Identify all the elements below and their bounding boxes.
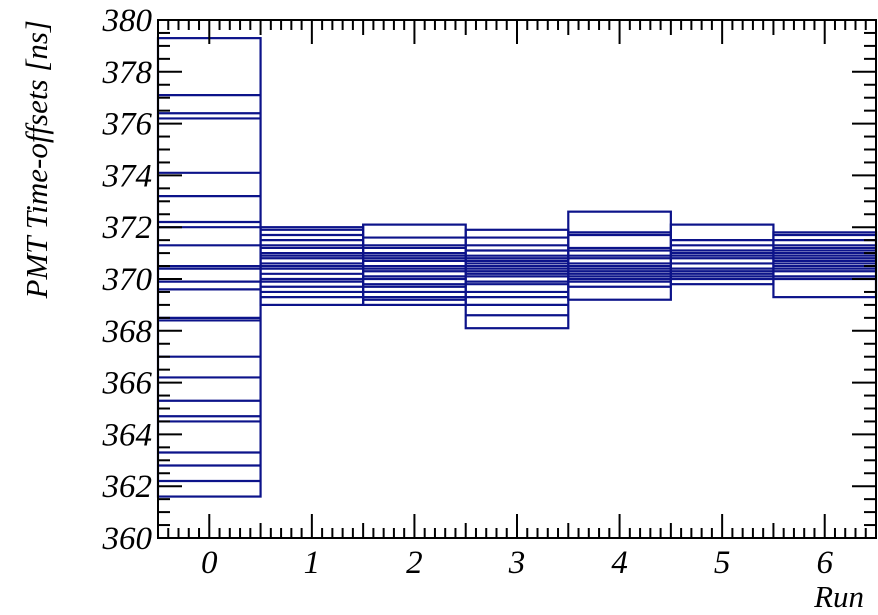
x-axis-title: Run (813, 579, 864, 614)
y-tick-label: 364 (102, 417, 153, 453)
y-tick-label: 366 (102, 366, 153, 402)
y-tick-label: 374 (102, 158, 153, 194)
axis-layer: 360 362 364 366 368 370 372 374 376 378 380 0 1 2 3 4 5 6 (102, 3, 877, 581)
y-tick-label: 380 (102, 3, 153, 39)
x-tick-label: 0 (201, 545, 218, 581)
x-tick-label: 4 (611, 545, 628, 581)
y-tick-label: 376 (102, 107, 153, 143)
run-0-boxes (156, 37, 262, 498)
x-tick-label: 2 (406, 545, 423, 581)
run-5-boxes (669, 223, 775, 286)
x-tick-label: 6 (816, 545, 833, 581)
x-tick-label: 5 (714, 545, 731, 581)
run-5-outer-box (669, 223, 775, 286)
run-2-boxes (362, 223, 467, 307)
run-0-outer-box (156, 37, 262, 498)
run-1-boxes (259, 226, 365, 306)
run-6-boxes (772, 231, 878, 299)
y-tick-label: 372 (102, 210, 153, 246)
y-tick-label: 360 (102, 521, 153, 557)
y-tick-label: 362 (102, 469, 153, 505)
run-3-boxes (464, 228, 570, 330)
data-layer (156, 37, 878, 498)
y-tick-label: 368 (102, 314, 153, 350)
y-tick-label: 378 (102, 55, 153, 91)
y-tick-label: 370 (102, 262, 153, 298)
x-tick-label: 3 (508, 545, 526, 581)
x-tick-label: 1 (304, 545, 321, 581)
y-axis-title: PMT Time-offsets [ns] (19, 20, 54, 299)
run-6-outer-box (772, 231, 878, 299)
run-4-boxes (567, 210, 672, 301)
